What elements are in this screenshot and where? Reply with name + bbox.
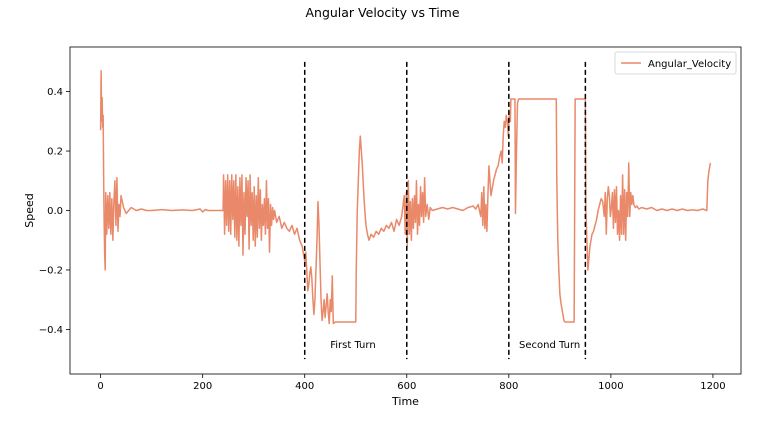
y-tick-label: 0.2 (47, 147, 63, 158)
plot-area: 0 200 400 600 800 1000 1200 −0.4−0.20.00.20.4 … (39, 46, 742, 392)
y-tick-label: 0.0 (47, 206, 63, 217)
x-axis-label: Time (391, 395, 419, 408)
y-tick-label: −0.2 (39, 265, 63, 276)
x-tick-label: 200 (193, 381, 212, 392)
series-line-angular-velocity (99, 70, 712, 325)
y-tick-label: −0.4 (39, 325, 63, 336)
y-axis-label: Speed (23, 193, 36, 227)
annotation-label: Second Turn (519, 340, 580, 351)
x-tick-label: 1000 (598, 381, 623, 392)
x-axis: 0 200 400 600 800 1000 1200 (97, 374, 726, 392)
legend-label: Angular_Velocity (648, 59, 731, 70)
y-axis: −0.4 −0.2 0.0 0.2 0.4 (39, 87, 70, 336)
annotation-label: First Turn (330, 340, 375, 351)
annotations: First Turn Second Turn (330, 340, 580, 351)
y-tick-label: 0.4 (47, 87, 63, 98)
x-tick-label: 400 (295, 381, 314, 392)
legend-box (614, 51, 737, 75)
x-tick-label: 0 (97, 381, 103, 392)
vertical-marker-lines (303, 61, 587, 360)
chart-title: Angular Velocity vs Time (305, 5, 459, 20)
x-tick-label: 1200 (700, 381, 725, 392)
series-layer (99, 70, 712, 325)
x-tick-label: 800 (499, 381, 518, 392)
legend: Angular_Velocity (614, 51, 737, 75)
x-tick-label: 600 (397, 381, 416, 392)
